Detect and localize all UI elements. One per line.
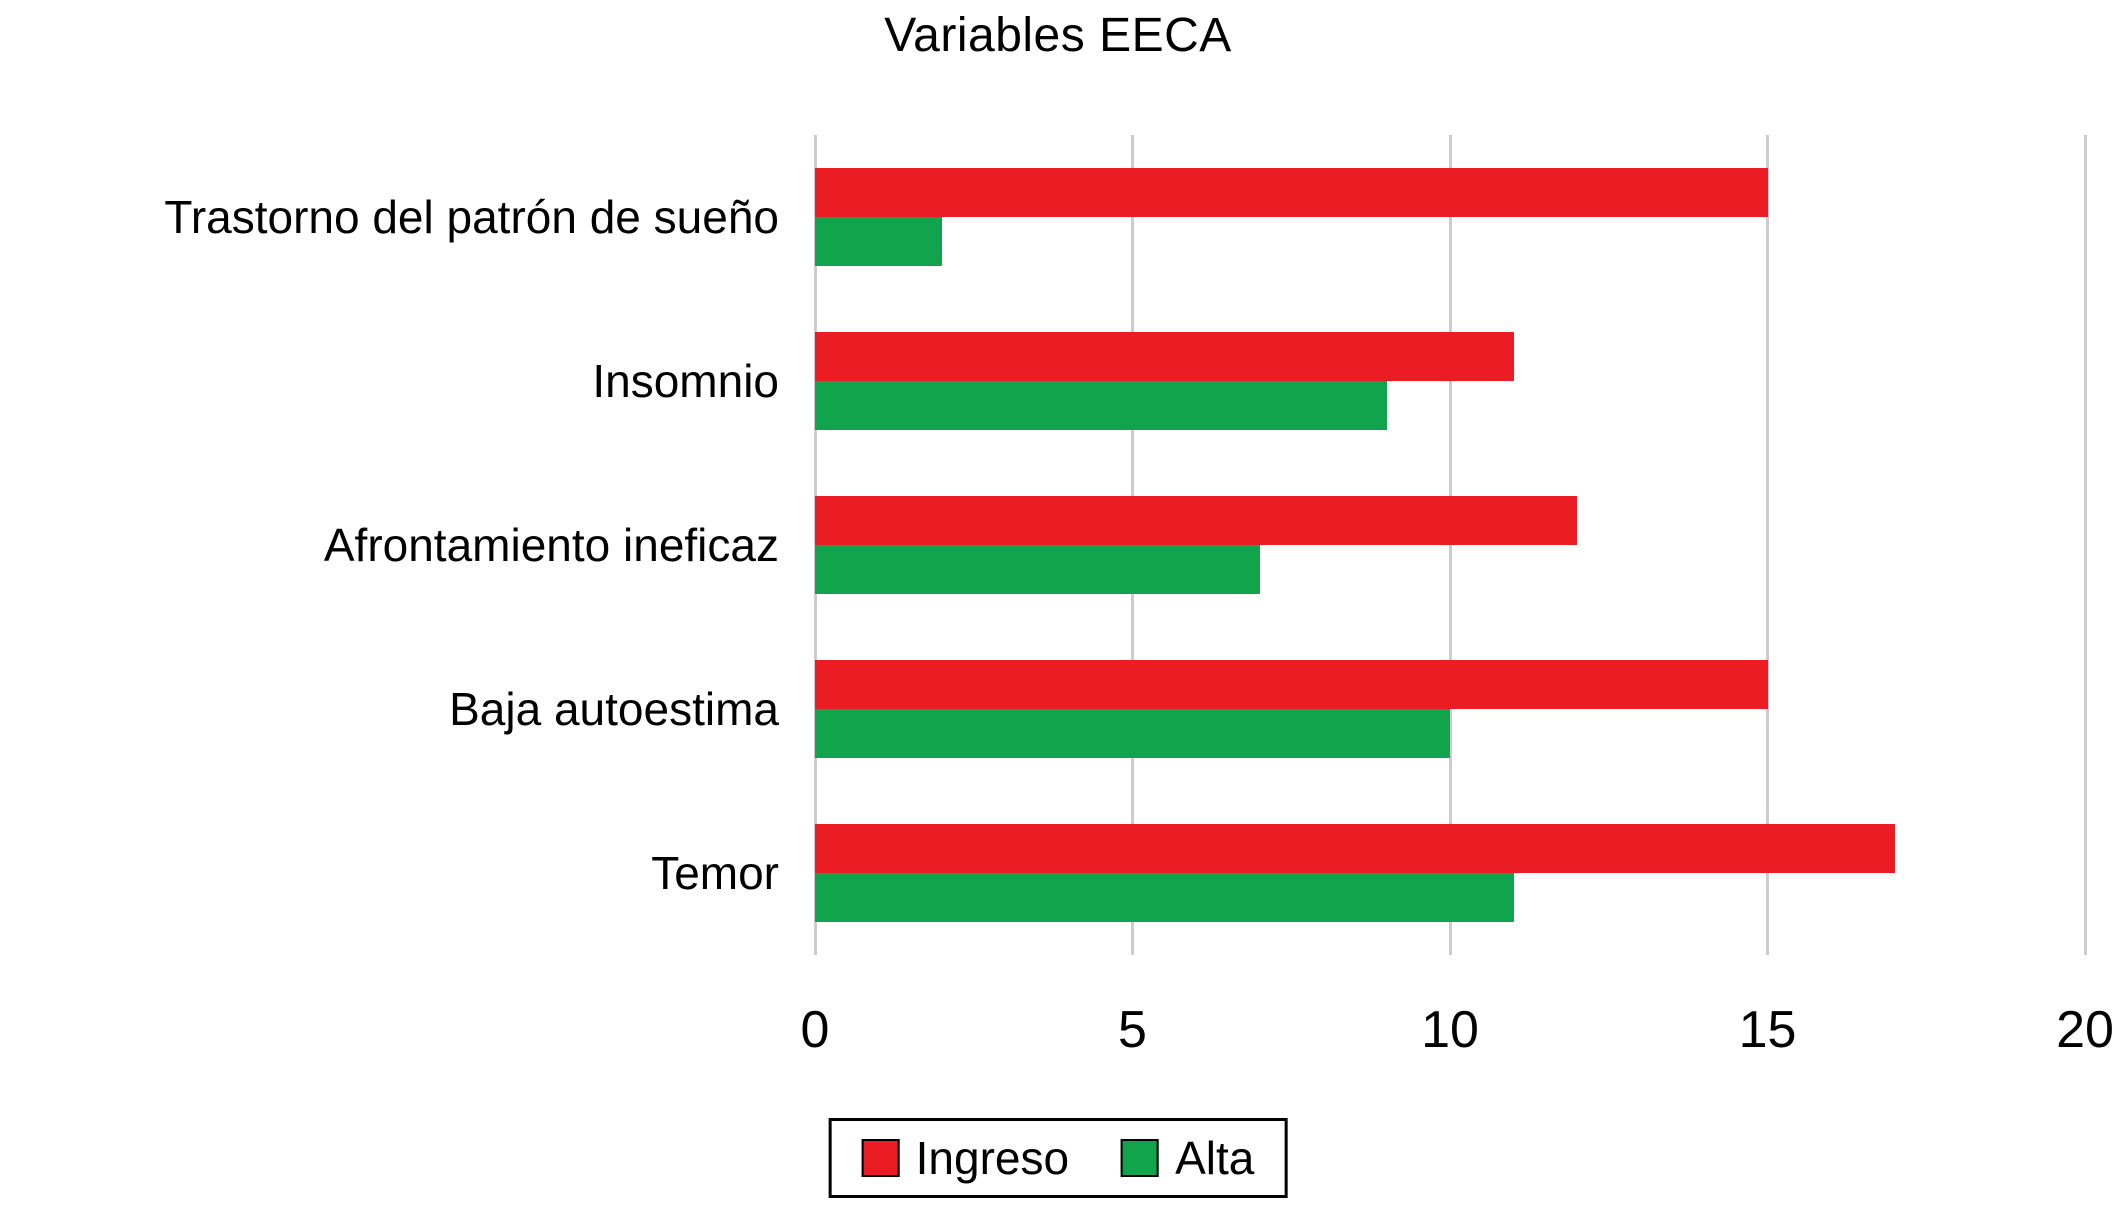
bar-group — [815, 299, 2085, 463]
bar-alta — [815, 545, 1260, 594]
bar-group — [815, 791, 2085, 955]
bar-alta — [815, 217, 942, 266]
legend: Ingreso Alta — [828, 1118, 1288, 1198]
bar-group — [815, 627, 2085, 791]
gridline — [2083, 135, 2087, 955]
bar-ingreso — [815, 824, 1895, 873]
legend-swatch — [861, 1139, 900, 1177]
x-tick-label: 0 — [800, 1001, 830, 1059]
gridline — [1448, 135, 1452, 955]
bar-ingreso — [815, 168, 1768, 217]
legend-label: Alta — [1175, 1132, 1255, 1184]
bar-group — [815, 135, 2085, 299]
legend-label: Ingreso — [915, 1132, 1070, 1184]
bar-alta — [815, 709, 1450, 758]
x-tick-label: 5 — [1118, 1001, 1147, 1059]
legend-swatch — [1121, 1139, 1160, 1177]
gridline — [1766, 135, 1769, 955]
bar-group — [815, 463, 2085, 627]
bar-alta — [815, 381, 1387, 430]
chart-title: Variables EECA — [884, 9, 1232, 62]
category-label: Trastorno del patrón de sueño — [164, 191, 779, 243]
x-tick-label: 20 — [2056, 1001, 2114, 1059]
x-tick-label: 15 — [1738, 1001, 1797, 1059]
x-tick-label: 10 — [1421, 1001, 1479, 1059]
bar-ingreso — [815, 332, 1514, 381]
category-axis: Trastorno del patrón de sueño Insomnio Afr… — [0, 135, 797, 955]
bar-alta — [815, 873, 1514, 922]
legend-item-ingreso: Ingreso — [861, 1131, 1070, 1185]
category-label: Insomnio — [592, 355, 779, 407]
category-label: Baja autoestima — [449, 683, 779, 735]
category-label: Temor — [651, 847, 779, 899]
plot-area — [813, 135, 2087, 955]
bar-ingreso — [815, 660, 1768, 709]
legend-item-alta: Alta — [1121, 1131, 1254, 1185]
bar-ingreso — [815, 496, 1577, 545]
x-axis: 0 5 10 15 20 — [801, 1000, 2114, 1070]
category-label: Afrontamiento ineficaz — [323, 519, 779, 571]
